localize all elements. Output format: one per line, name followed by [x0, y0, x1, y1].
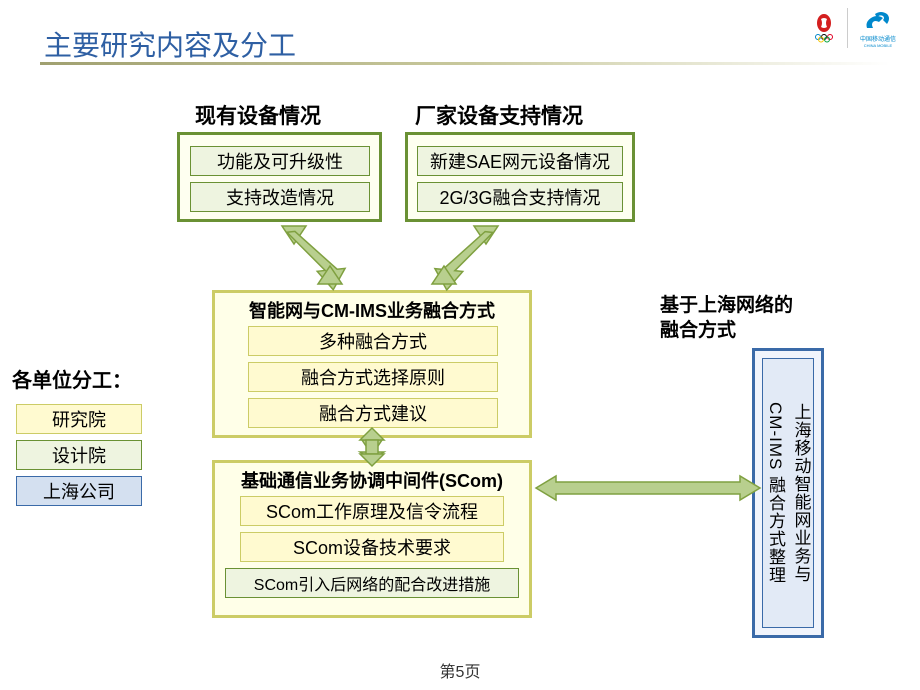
- legend-label: 各单位分工：: [12, 364, 132, 393]
- china-mobile-logo: 中国移动通信 CHINA MOBILE: [856, 8, 900, 48]
- legend-research-institute: 研究院: [16, 404, 142, 434]
- item-functionality-upgrade: 功能及可升级性: [190, 146, 370, 176]
- item-scom-improvement: SCom引入后网络的配合改进措施: [225, 568, 519, 598]
- legend-shanghai-company: 上海公司: [16, 476, 142, 506]
- logo-caption-en: CHINA MOBILE: [864, 43, 892, 48]
- item-multiple-integration: 多种融合方式: [248, 326, 498, 356]
- item-shanghai-inner: 上海移动智能网业务与CM-IMS 融合方式整理: [762, 358, 814, 628]
- logo-caption-cn: 中国移动通信: [860, 34, 896, 43]
- group-title-scom: 基础通信业务协调中间件(SCom): [222, 468, 522, 492]
- group-label-shanghai: 基于上海网络的融合方式: [660, 294, 793, 343]
- logo-divider: [847, 8, 848, 48]
- group-label-existing-equipment: 现有设备情况: [195, 100, 321, 130]
- item-integration-suggestion: 融合方式建议: [248, 398, 498, 428]
- beijing-2008-logo: [809, 8, 839, 48]
- shanghai-inner-text: 上海移动智能网业务与CM-IMS 融合方式整理: [763, 402, 814, 584]
- item-scom-principle: SCom工作原理及信令流程: [240, 496, 504, 526]
- title-underline: [40, 62, 890, 65]
- item-scom-tech-req: SCom设备技术要求: [240, 532, 504, 562]
- page-footer: 第5页: [0, 658, 920, 682]
- item-new-sae-equipment: 新建SAE网元设备情况: [417, 146, 623, 176]
- item-2g3g-integration: 2G/3G融合支持情况: [417, 182, 623, 212]
- group-label-vendor-equipment: 厂家设备支持情况: [415, 100, 583, 130]
- page-title: 主要研究内容及分工: [44, 24, 296, 64]
- legend-design-institute: 设计院: [16, 440, 142, 470]
- item-support-modification: 支持改造情况: [190, 182, 370, 212]
- group-title-integration: 智能网与CM-IMS业务融合方式: [225, 298, 519, 322]
- item-integration-selection: 融合方式选择原则: [248, 362, 498, 392]
- logo-area: 中国移动通信 CHINA MOBILE: [809, 8, 900, 48]
